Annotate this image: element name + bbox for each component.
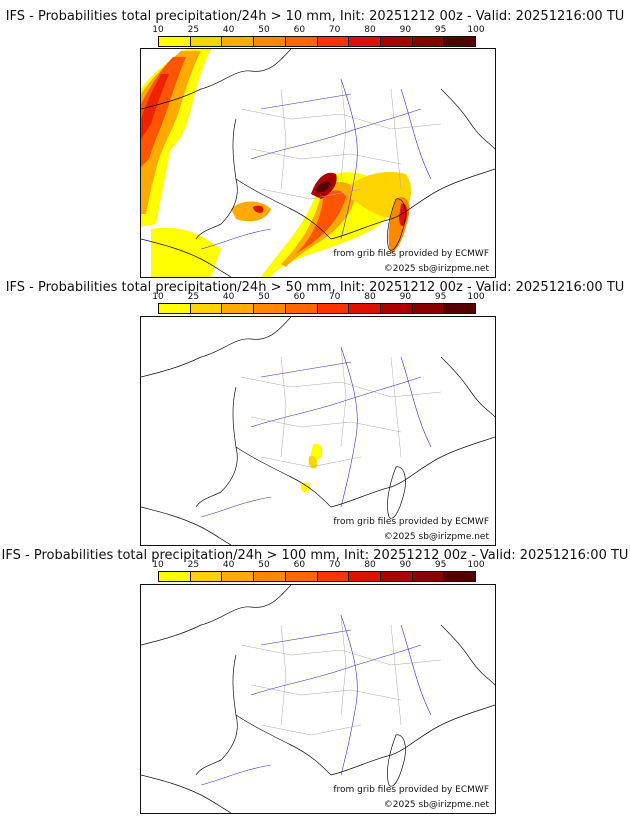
admin-boundaries — [240, 346, 442, 468]
colorbar-swatch — [222, 572, 255, 581]
colorbar-tick-label: 40 — [222, 292, 235, 302]
colorbar-swatch — [254, 37, 286, 46]
colorbar-tick-label: 60 — [293, 25, 306, 35]
colorbar-swatch — [190, 37, 223, 46]
colorbar-swatch — [349, 572, 381, 581]
colorbar-swatch — [190, 572, 223, 581]
coastlines — [141, 49, 495, 277]
colorbar-swatch — [285, 304, 318, 313]
colorbar-labels: 10 25 40 50 60 70 80 90 95 100 — [152, 292, 484, 303]
colorbar-swatch — [349, 304, 381, 313]
colorbar-tick-label: 70 — [328, 292, 341, 302]
precip-field — [300, 443, 323, 493]
coastlines — [141, 585, 495, 813]
colorbar-tick-label: 25 — [187, 25, 200, 35]
colorbar-tick-label: 40 — [222, 25, 235, 35]
panel-2-map: from grib files provided by ECMWF ©2025 … — [140, 316, 496, 546]
panel-3-map: from grib files provided by ECMWF ©2025 … — [140, 584, 496, 814]
colorbar-swatch — [380, 304, 413, 313]
map-canvas — [141, 49, 495, 277]
map-canvas — [141, 317, 495, 545]
colorbar-tick-label: 50 — [258, 25, 270, 35]
colorbar-tick-label: 90 — [399, 25, 412, 35]
colorbar-swatch — [159, 304, 191, 313]
copyright-credit: ©2025 sb@irizpme.net — [383, 800, 489, 810]
colorbar-tick-label: 10 — [152, 292, 164, 302]
colorbar-tick-label: 80 — [364, 25, 376, 35]
panel-1-title: IFS - Probabilities total precipitation/… — [5, 9, 625, 24]
colorbar-tick-label: 70 — [328, 25, 341, 35]
colorbar-swatch — [380, 572, 413, 581]
colorbar-tick-label: 100 — [467, 25, 485, 35]
colorbar-swatch — [254, 304, 286, 313]
colorbar-tick-label: 90 — [399, 560, 412, 570]
colorbar-tick-label: 100 — [467, 292, 485, 302]
colorbar-swatch — [254, 572, 286, 581]
rivers — [200, 78, 432, 250]
panel-1-map: from grib files provided by ECMWF ©2025 … — [140, 48, 496, 278]
colorbar-tick-label: 10 — [152, 560, 164, 570]
colorbar-swatch — [444, 572, 476, 581]
panel-1-colorbar: 10 25 40 50 60 70 80 90 95 100 — [152, 25, 485, 47]
colorbar-swatch — [285, 37, 318, 46]
colorbar-tick-label: 25 — [187, 292, 200, 302]
colorbar-swatch — [444, 37, 476, 46]
admin-boundaries — [240, 614, 442, 736]
colorbar-tick-label: 80 — [364, 560, 376, 570]
colorbar-tick-label: 60 — [293, 560, 306, 570]
colorbar-swatch — [444, 304, 476, 313]
colorbar-tick-label: 90 — [399, 292, 412, 302]
colorbar-tick-label: 70 — [328, 560, 341, 570]
copyright-credit: ©2025 sb@irizpme.net — [383, 532, 489, 542]
colorbar-swatch — [380, 37, 413, 46]
colorbar-swatch — [222, 37, 255, 46]
precip-field — [141, 49, 412, 277]
colorbar-tick-label: 100 — [467, 560, 485, 570]
rivers — [200, 346, 432, 518]
colorbar-tick-label: 50 — [258, 560, 270, 570]
copyright-credit: ©2025 sb@irizpme.net — [383, 264, 489, 274]
colorbar-tick-label: 95 — [434, 292, 447, 302]
colorbar-labels: 10 25 40 50 60 70 80 90 95 100 — [152, 560, 484, 571]
colorbar-tick-label: 80 — [364, 292, 376, 302]
rivers — [200, 614, 432, 786]
colorbar-labels: 10 25 40 50 60 70 80 90 95 100 — [152, 25, 484, 36]
colorbar-swatch — [317, 572, 350, 581]
colorbar-swatch — [412, 37, 445, 46]
panel-2-colorbar: 10 25 40 50 60 70 80 90 95 100 — [152, 292, 485, 314]
colorbar-swatch — [190, 304, 223, 313]
colorbar-swatch — [222, 304, 255, 313]
colorbar-swatch — [412, 572, 445, 581]
panel-2-title: IFS - Probabilities total precipitation/… — [5, 280, 625, 295]
colorbar-swatches — [158, 36, 476, 47]
colorbar-tick-label: 50 — [258, 292, 270, 302]
colorbar-swatch — [159, 37, 191, 46]
panel-3-colorbar: 10 25 40 50 60 70 80 90 95 100 — [152, 560, 485, 582]
coastlines — [141, 317, 495, 545]
colorbar-tick-label: 25 — [187, 560, 200, 570]
colorbar-swatch — [412, 304, 445, 313]
colorbar-swatch — [285, 572, 318, 581]
colorbar-swatches — [158, 571, 476, 582]
colorbar-tick-label: 60 — [293, 292, 306, 302]
colorbar-swatches — [158, 303, 476, 314]
source-credit: from grib files provided by ECMWF — [333, 785, 489, 795]
colorbar-tick-label: 10 — [152, 25, 164, 35]
colorbar-swatch — [317, 37, 350, 46]
colorbar-tick-label: 40 — [222, 560, 235, 570]
colorbar-tick-label: 95 — [434, 25, 447, 35]
colorbar-swatch — [317, 304, 350, 313]
panel-3-title: IFS - Probabilities total precipitation/… — [1, 548, 629, 563]
colorbar-swatch — [159, 572, 191, 581]
source-credit: from grib files provided by ECMWF — [333, 517, 489, 527]
colorbar-swatch — [349, 37, 381, 46]
map-canvas — [141, 585, 495, 813]
source-credit: from grib files provided by ECMWF — [333, 249, 489, 259]
colorbar-tick-label: 95 — [434, 560, 447, 570]
